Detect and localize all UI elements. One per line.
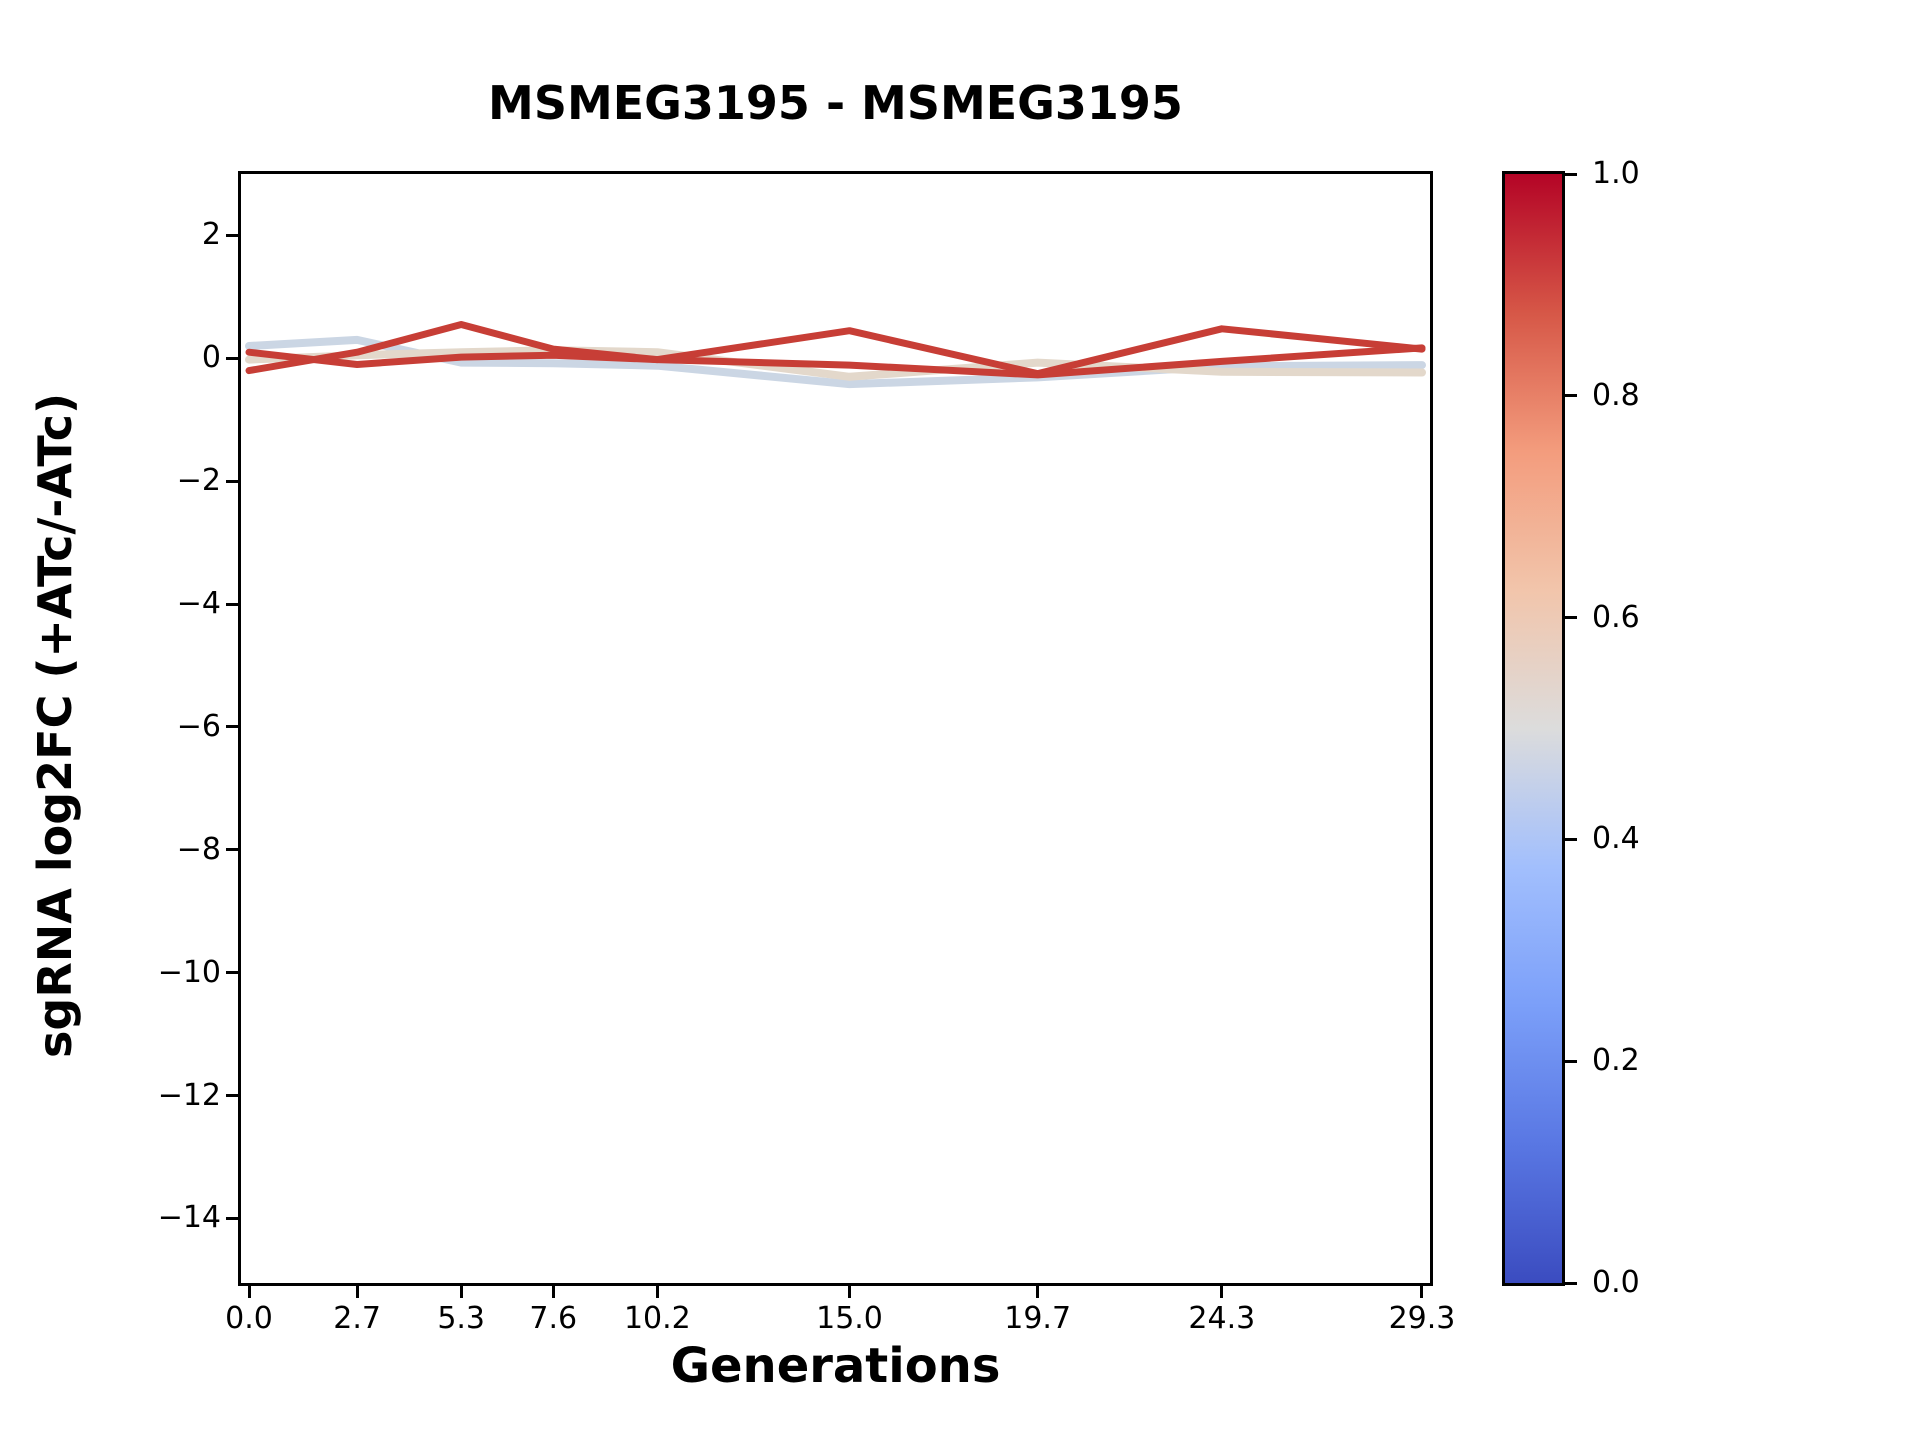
x-tick-label: 29.3 <box>1388 1301 1456 1336</box>
colorbar-tick-label: 0.6 <box>1592 599 1640 635</box>
y-tick-label: −14 <box>157 1200 221 1236</box>
colorbar <box>1502 171 1565 1286</box>
y-tick-label: −2 <box>176 463 221 499</box>
plot-area <box>238 171 1433 1286</box>
line-red-zigzag <box>245 321 1426 378</box>
x-tick-mark <box>459 1286 463 1298</box>
x-tick-label: 5.3 <box>437 1301 486 1336</box>
colorbar-tick-label: 0.4 <box>1592 821 1640 857</box>
y-tick-label: −8 <box>176 831 221 867</box>
x-tick-mark <box>1420 1286 1424 1298</box>
colorbar-tick-mark <box>1565 1059 1577 1063</box>
y-tick-mark <box>226 233 238 237</box>
colorbar-tick-mark <box>1565 837 1577 841</box>
y-tick-label: −12 <box>157 1077 221 1113</box>
y-tick-label: 2 <box>201 217 221 253</box>
x-tick-label: 0.0 <box>225 1301 273 1336</box>
y-tick-mark <box>226 971 238 975</box>
colorbar-gradient <box>1505 174 1562 1283</box>
x-tick-label: 7.6 <box>529 1301 578 1336</box>
y-axis-label: sgRNA log2FC (+ATc/-ATc) <box>28 171 82 1280</box>
colorbar-tick-label: 0.8 <box>1592 377 1640 413</box>
x-tick-mark <box>848 1286 851 1298</box>
y-tick-label: 0 <box>201 340 221 376</box>
y-tick-label: −6 <box>176 708 221 744</box>
colorbar-tick-mark <box>1565 172 1577 176</box>
y-tick-label: −10 <box>157 954 221 990</box>
y-tick-mark <box>226 1216 238 1220</box>
line-chart-svg <box>245 321 1426 389</box>
x-tick-mark <box>355 1286 359 1298</box>
y-tick-mark <box>226 479 238 483</box>
x-tick-label: 15.0 <box>816 1301 883 1336</box>
x-tick-label: 2.7 <box>333 1301 381 1336</box>
colorbar-tick-label: 0.0 <box>1592 1265 1640 1300</box>
x-tick-mark <box>655 1286 659 1298</box>
x-tick-mark <box>247 1286 251 1298</box>
y-tick-mark <box>226 356 238 360</box>
x-tick-mark <box>1220 1286 1224 1298</box>
y-tick-label: −4 <box>176 586 221 622</box>
y-tick-mark <box>226 848 238 852</box>
y-axis-label-text: sgRNA log2FC (+ATc/-ATc) <box>28 393 82 1058</box>
chart-title: MSMEG3195 - MSMEG3195 <box>488 76 1183 130</box>
colorbar-tick-label: 1.0 <box>1592 156 1640 191</box>
x-tick-mark <box>551 1286 555 1298</box>
x-axis-label: Generations <box>670 1338 1001 1394</box>
y-tick-mark <box>226 725 238 729</box>
y-tick-mark <box>226 1094 238 1098</box>
colorbar-tick-mark <box>1565 394 1577 398</box>
x-tick-label: 24.3 <box>1188 1301 1256 1336</box>
colorbar-tick-mark <box>1565 616 1577 620</box>
colorbar-tick-label: 0.2 <box>1592 1043 1640 1079</box>
x-tick-label: 19.7 <box>1004 1301 1072 1336</box>
colorbar-tick-mark <box>1565 1281 1577 1285</box>
x-tick-mark <box>1036 1286 1040 1298</box>
x-tick-label: 10.2 <box>623 1301 691 1336</box>
y-tick-mark <box>226 602 238 606</box>
